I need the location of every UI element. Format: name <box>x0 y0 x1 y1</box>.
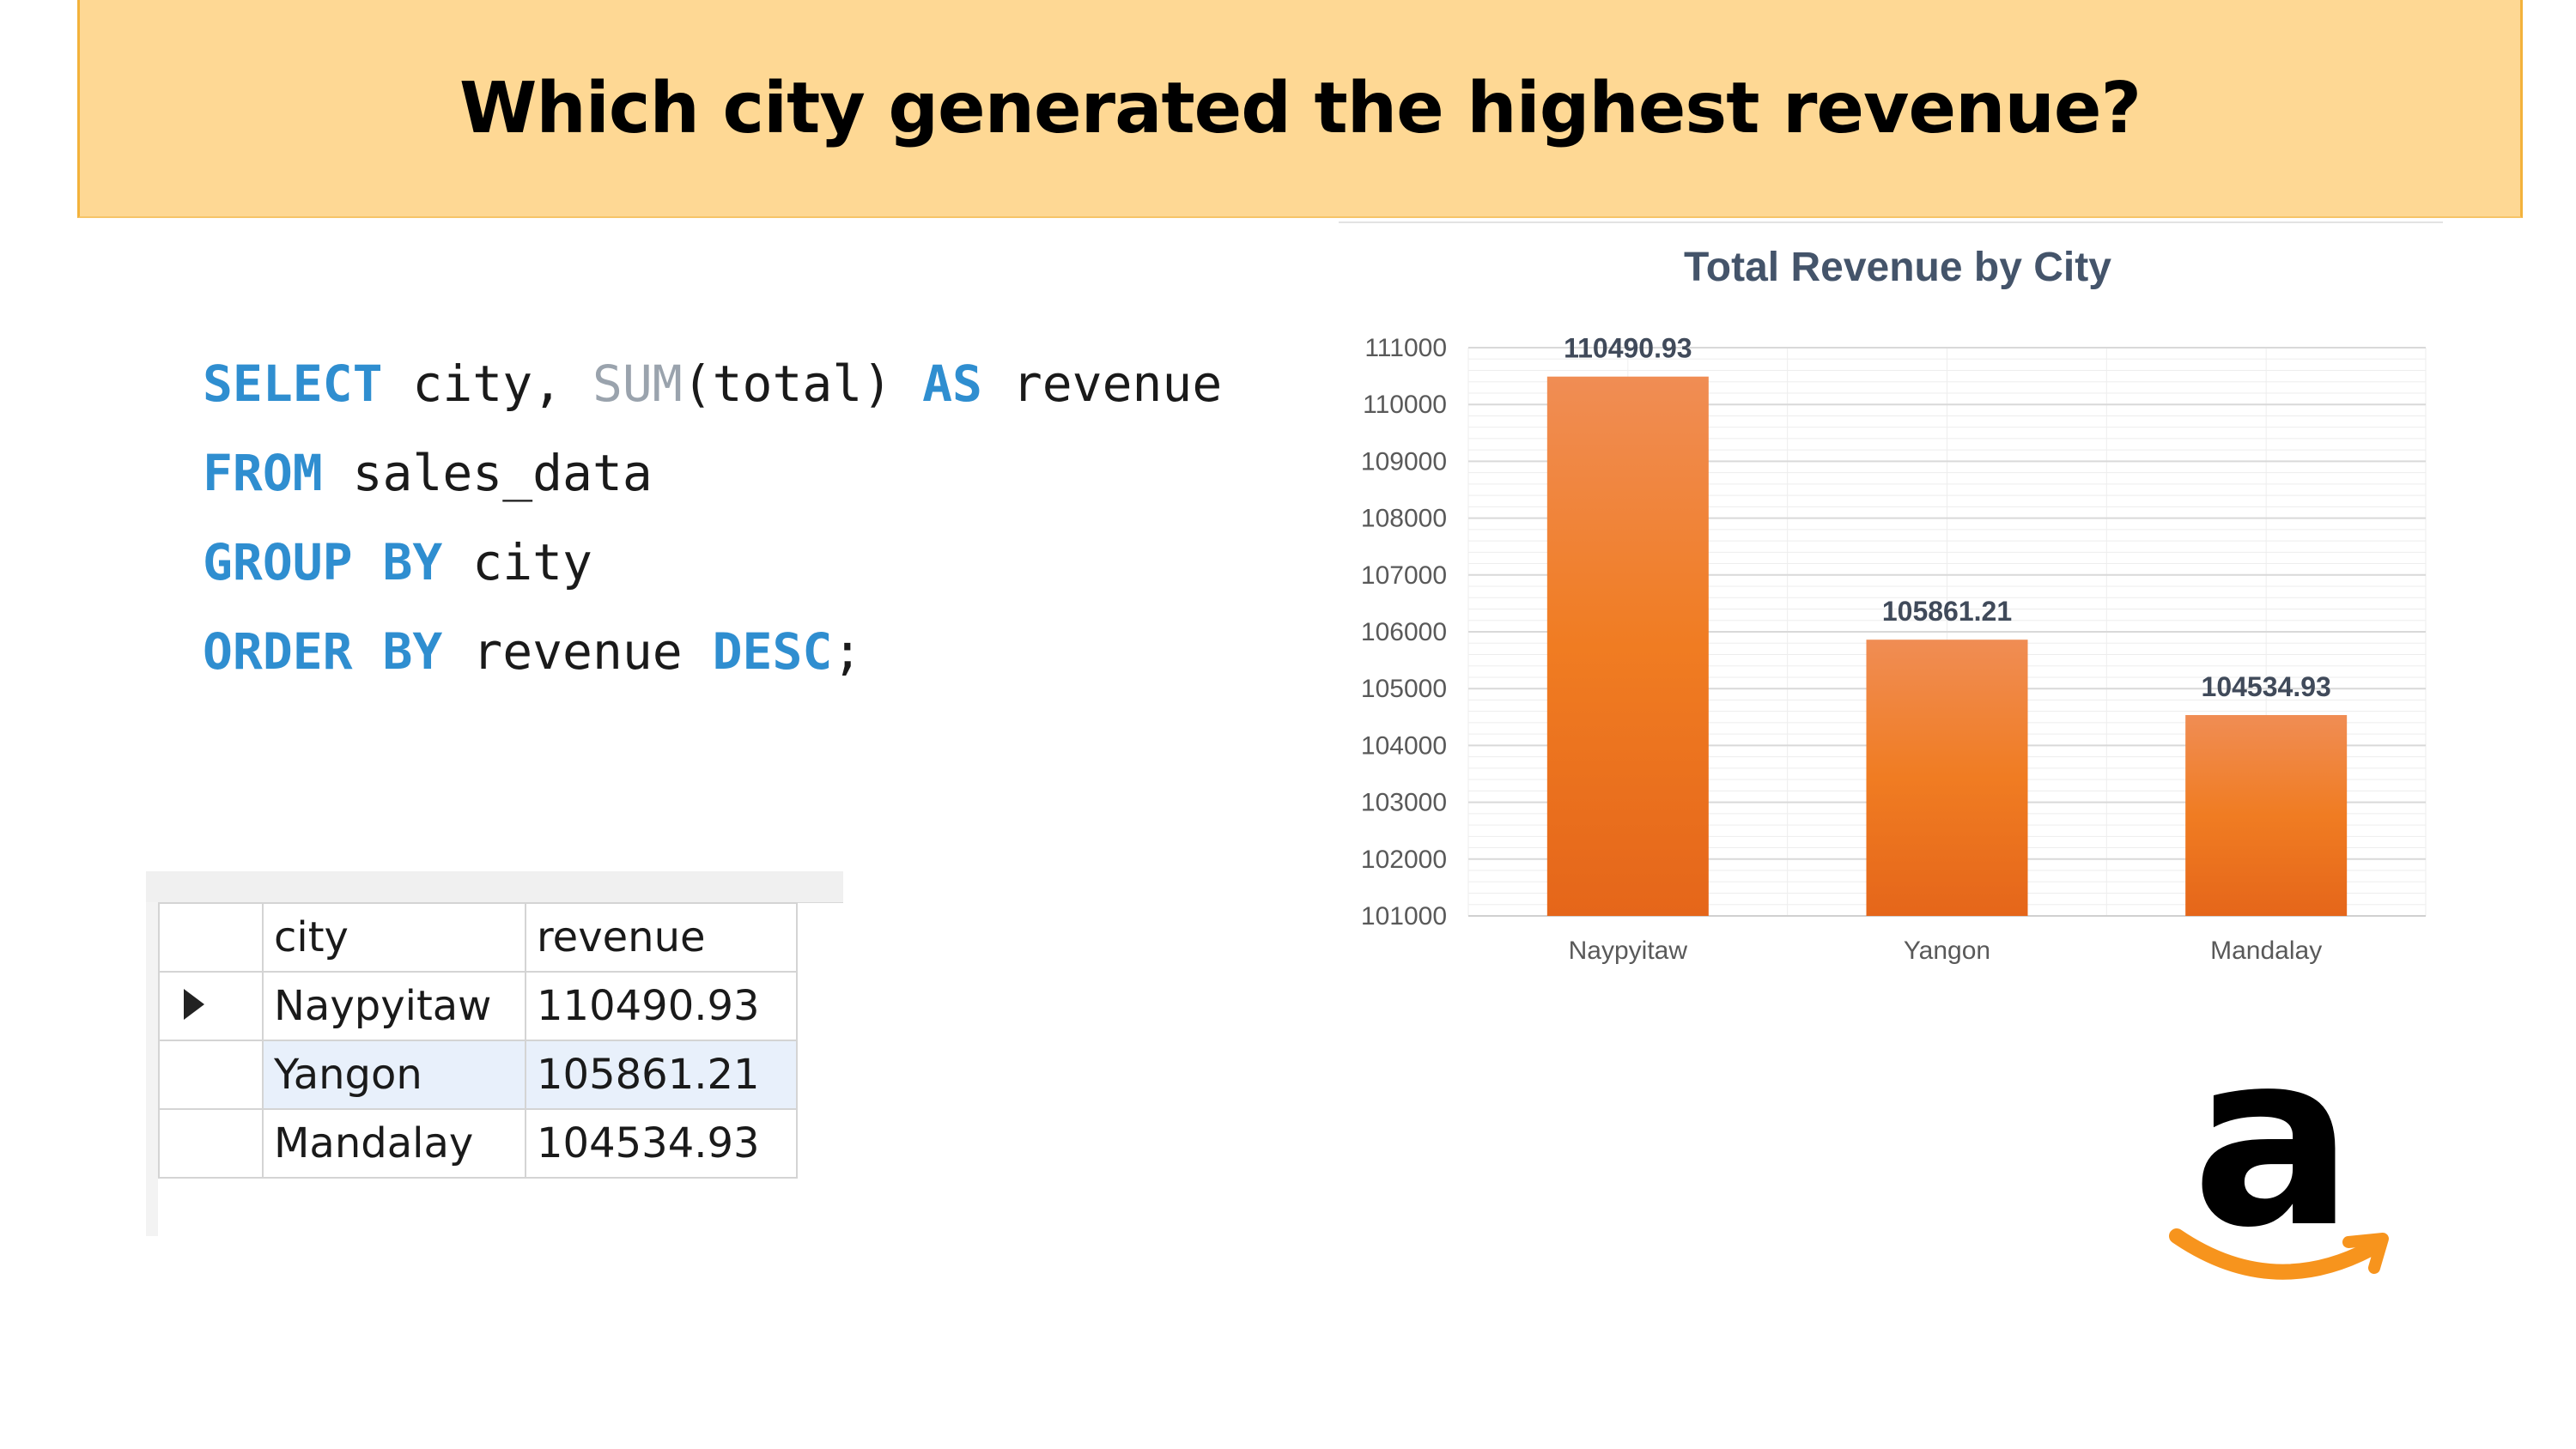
cell-revenue[interactable]: 110490.93 <box>526 972 797 1040</box>
bar-mandalay <box>2185 715 2347 916</box>
y-tick-label: 110000 <box>1363 391 1447 419</box>
amazon-logo-icon: a <box>2168 1043 2400 1300</box>
row-selector[interactable] <box>159 1040 263 1109</box>
sql-text: sales_data <box>323 444 653 502</box>
cell-revenue[interactable]: 104534.93 <box>526 1109 797 1178</box>
amazon-logo-svg: a <box>2168 1043 2400 1300</box>
sql-text: city <box>442 533 592 591</box>
cell-revenue[interactable]: 105861.21 <box>526 1040 797 1109</box>
y-tick-label: 104000 <box>1361 731 1447 760</box>
data-label: 104534.93 <box>2202 671 2331 702</box>
data-label: 105861.21 <box>1882 596 2012 627</box>
result-grid-gutter <box>146 902 158 1236</box>
y-tick-label: 103000 <box>1361 789 1447 817</box>
x-tick-label: Yangon <box>1904 937 1990 965</box>
question-title: Which city generated the highest revenue… <box>459 68 2141 149</box>
sql-text: ; <box>832 622 862 681</box>
result-table: city revenue Naypyitaw 110490.93 Yangon … <box>158 902 798 1179</box>
current-row-arrow-icon <box>184 989 204 1020</box>
data-label: 110490.93 <box>1564 333 1692 364</box>
sql-text: revenue <box>442 622 712 681</box>
row-selector-header <box>159 903 263 972</box>
sql-keyword: AS <box>922 355 982 413</box>
bar-naypyitaw <box>1547 377 1709 916</box>
y-tick-label: 107000 <box>1361 561 1447 590</box>
cell-city[interactable]: Mandalay <box>263 1109 526 1178</box>
cell-city[interactable]: Naypyitaw <box>263 972 526 1040</box>
bar-yangon <box>1867 640 2028 916</box>
column-header-revenue[interactable]: revenue <box>526 903 797 972</box>
y-tick-label: 102000 <box>1361 846 1447 874</box>
result-grid: city revenue Naypyitaw 110490.93 Yangon … <box>146 871 843 1236</box>
revenue-chart-svg: Total Revenue by City 101000 102000 103000… <box>1335 219 2443 991</box>
row-selector[interactable] <box>159 1109 263 1178</box>
amazon-logo-letter: a <box>2192 1043 2354 1281</box>
table-header-row: city revenue <box>159 903 797 972</box>
sql-keyword: FROM <box>203 444 323 502</box>
column-header-city[interactable]: city <box>263 903 526 972</box>
y-tick-label: 111000 <box>1364 334 1447 362</box>
y-tick-label: 105000 <box>1361 675 1447 703</box>
chart-title: Total Revenue by City <box>1684 245 2111 290</box>
y-tick-label: 108000 <box>1361 505 1447 533</box>
table-row[interactable]: Mandalay 104534.93 <box>159 1109 797 1178</box>
row-selector[interactable] <box>159 972 263 1040</box>
sql-text: (total) <box>683 355 922 413</box>
x-tick-label: Mandalay <box>2210 937 2322 965</box>
sql-keyword: ORDER BY <box>203 622 442 681</box>
y-tick-label: 101000 <box>1361 902 1447 931</box>
y-tick-label: 106000 <box>1361 618 1447 646</box>
x-tick-label: Naypyitaw <box>1569 937 1688 965</box>
table-row[interactable]: Yangon 105861.21 <box>159 1040 797 1109</box>
sql-text: revenue <box>982 355 1222 413</box>
sql-keyword: GROUP BY <box>203 533 442 591</box>
result-grid-toolbar <box>146 871 843 903</box>
y-tick-label: 109000 <box>1361 447 1447 476</box>
sql-query: SELECT city, SUM(total) AS revenue FROM … <box>203 339 1222 696</box>
sql-function: SUM <box>592 355 683 413</box>
cell-city[interactable]: Yangon <box>263 1040 526 1109</box>
header-banner: Which city generated the highest revenue… <box>77 0 2523 218</box>
revenue-chart: Total Revenue by City 101000 102000 103000… <box>1335 219 2443 991</box>
sql-keyword: SELECT <box>203 355 383 413</box>
sql-keyword: DESC <box>713 622 833 681</box>
sql-text: city, <box>383 355 592 413</box>
table-row[interactable]: Naypyitaw 110490.93 <box>159 972 797 1040</box>
